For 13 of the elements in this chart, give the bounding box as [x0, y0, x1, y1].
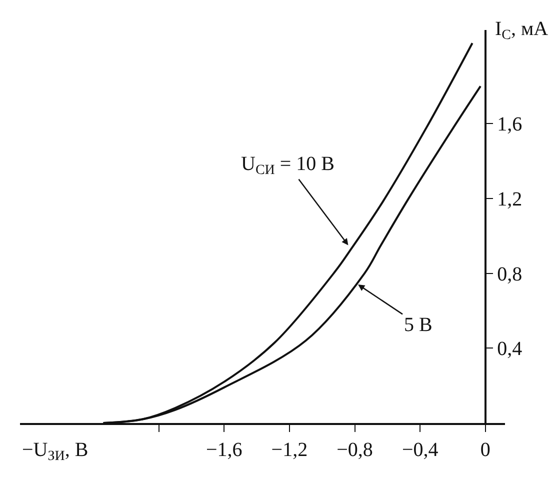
- y-axis-title: I$_{С}$, мА: [495, 18, 549, 44]
- x-tick-label: −1,6: [206, 438, 242, 461]
- y-tick-label: 0,4: [497, 338, 522, 360]
- x-tick-label: −0,4: [402, 438, 438, 461]
- y-tick-label: 1,2: [497, 188, 522, 210]
- x-tick-label: 0: [480, 438, 490, 461]
- x-tick-label: −0,8: [336, 438, 373, 461]
- y-tick-label: 1,6: [497, 114, 522, 136]
- x-axis-title: −U$_{ЗИ}$, В: [22, 439, 88, 464]
- annotation: U$_{СИ}$ = 10 В: [241, 153, 335, 178]
- x-tick-label: −1,2: [271, 438, 308, 461]
- annotation: 5 В: [404, 314, 432, 336]
- y-tick-label: 0,8: [497, 263, 522, 286]
